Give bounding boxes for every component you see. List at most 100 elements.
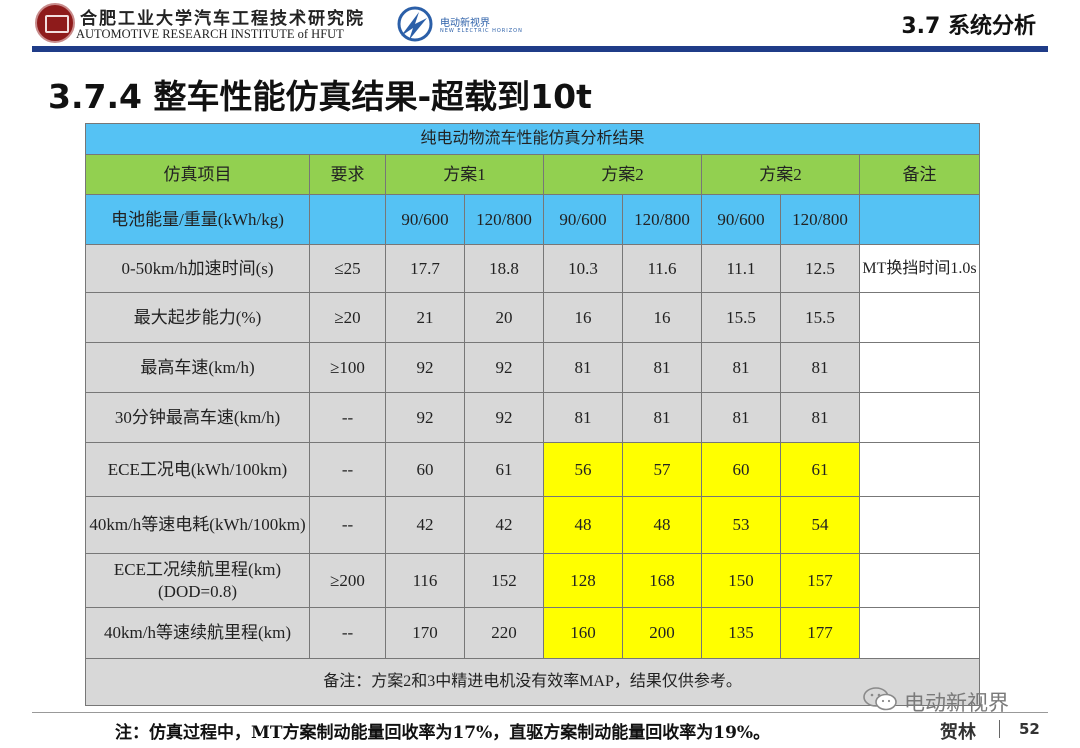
row-value-highlight: 56 (543, 442, 623, 497)
row-value: 81 (543, 392, 623, 443)
page-number: 52 (1019, 720, 1040, 738)
row-value: 18.8 (464, 244, 544, 293)
row-requirement: -- (309, 496, 386, 554)
header-plan-1: 方案1 (385, 154, 544, 195)
row-note (858, 442, 981, 497)
row-value: 15.5 (701, 292, 781, 343)
row-value: 170 (385, 607, 465, 659)
header-item: 仿真项目 (85, 154, 310, 195)
table-footer-row: 备注：方案2和3中精进电机没有效率MAP，结果仅供参考。 (84, 658, 981, 706)
header-note: 备注 (858, 154, 981, 195)
row-value: 81 (780, 392, 860, 443)
row-value: 20 (464, 292, 544, 343)
row-value: 42 (385, 496, 465, 554)
header-divider (32, 46, 1048, 52)
row-value-highlight: 48 (543, 496, 623, 554)
results-table: 纯电动物流车性能仿真分析结果 仿真项目 要求 方案1 方案2 方案2 备注 电池… (84, 123, 981, 706)
row-value: 16 (543, 292, 623, 343)
battery-value: 90/600 (385, 194, 465, 245)
row-value: 11.6 (622, 244, 702, 293)
row-value: 81 (701, 342, 781, 393)
row-value: 81 (701, 392, 781, 443)
row-value-highlight: 160 (543, 607, 623, 659)
row-value-highlight: 168 (622, 553, 702, 608)
table-title: 纯电动物流车性能仿真分析结果 (84, 123, 981, 155)
row-value: 81 (622, 392, 702, 443)
row-item: 40km/h等速续航里程(km) (85, 607, 310, 659)
table-row: 30分钟最高车速(km/h) -- 92 92 81 81 81 81 (85, 392, 981, 443)
row-item: ECE工况续航里程(km)(DOD=0.8) (85, 553, 310, 608)
row-requirement: ≥100 (309, 342, 386, 393)
footer-separator (999, 720, 1000, 738)
row-note (858, 607, 981, 659)
slide-title: 3.7.4 整车性能仿真结果-超载到10t (48, 77, 592, 116)
row-value-highlight: 61 (780, 442, 860, 497)
brand-name-cn: 电动新视界 (440, 18, 490, 29)
battery-value: 120/800 (780, 194, 860, 245)
row-requirement: ≥20 (309, 292, 386, 343)
row-value-highlight: 53 (701, 496, 781, 554)
university-logo (35, 3, 75, 43)
slide-header: 合肥工业大学汽车工程技术研究院 AUTOMOTIVE RESEARCH INST… (0, 0, 1080, 52)
table-row: ECE工况电(kWh/100km) -- 60 61 56 57 60 61 (85, 442, 981, 497)
row-value: 42 (464, 496, 544, 554)
header-requirement: 要求 (309, 154, 386, 195)
row-value: 10.3 (543, 244, 623, 293)
table-title-row: 纯电动物流车性能仿真分析结果 (84, 123, 981, 155)
row-item: 40km/h等速电耗(kWh/100km) (85, 496, 310, 554)
brand-name-en: NEW ELECTRIC HORIZON (440, 28, 523, 34)
row-value-highlight: 150 (701, 553, 781, 608)
row-value: 81 (543, 342, 623, 393)
footnote: 注：仿真过程中，MT方案制动能量回收率为17%，直驱方案制动能量回收率为19%。 (115, 723, 771, 743)
table-row: ECE工况续航里程(km)(DOD=0.8) ≥200 116 152 128 … (85, 553, 981, 608)
row-note (858, 342, 981, 393)
row-value: 116 (385, 553, 465, 608)
battery-note (858, 194, 981, 245)
row-value-highlight: 177 (780, 607, 860, 659)
row-value-highlight: 48 (622, 496, 702, 554)
table-footer-note: 备注：方案2和3中精进电机没有效率MAP，结果仅供参考。 (84, 658, 981, 706)
row-item: ECE工况电(kWh/100km) (85, 442, 310, 497)
section-title: 3.7 系统分析 (901, 14, 1036, 39)
institute-name-en: AUTOMOTIVE RESEARCH INSTITUTE of HFUT (76, 27, 344, 41)
battery-req (309, 194, 386, 245)
row-value: 152 (464, 553, 544, 608)
row-value-highlight: 60 (701, 442, 781, 497)
row-value-highlight: 200 (622, 607, 702, 659)
row-note (858, 392, 981, 443)
watermark: 电动新视界 (862, 684, 1052, 715)
wechat-icon (863, 687, 897, 711)
row-value: 92 (385, 392, 465, 443)
watermark-text: 电动新视界 (904, 691, 1009, 715)
row-value: 92 (464, 342, 544, 393)
row-value: 92 (464, 392, 544, 443)
institute-name-cn: 合肥工业大学汽车工程技术研究院 (80, 9, 365, 29)
row-requirement: -- (309, 392, 386, 443)
row-value: 21 (385, 292, 465, 343)
row-value: 92 (385, 342, 465, 393)
row-value: 81 (780, 342, 860, 393)
battery-row: 电池能量/重量(kWh/kg) 90/600 120/800 90/600 12… (85, 194, 981, 245)
row-value: 17.7 (385, 244, 465, 293)
row-value-highlight: 54 (780, 496, 860, 554)
row-value: 12.5 (780, 244, 860, 293)
row-value-highlight: 135 (701, 607, 781, 659)
row-item: 最高车速(km/h) (85, 342, 310, 393)
battery-label: 电池能量/重量(kWh/kg) (85, 194, 310, 245)
author: 贺林 (940, 722, 976, 743)
battery-value: 90/600 (543, 194, 623, 245)
row-item: 最大起步能力(%) (85, 292, 310, 343)
table-row: 最大起步能力(%) ≥20 21 20 16 16 15.5 15.5 (85, 292, 981, 343)
row-value-highlight: 128 (543, 553, 623, 608)
row-value: 16 (622, 292, 702, 343)
battery-value: 120/800 (464, 194, 544, 245)
battery-value: 120/800 (622, 194, 702, 245)
brand-logo-icon (397, 6, 433, 42)
row-value: 11.1 (701, 244, 781, 293)
row-item: 0-50km/h加速时间(s) (85, 244, 310, 293)
footer-divider (32, 712, 1048, 713)
table-row: 0-50km/h加速时间(s) ≤25 17.7 18.8 10.3 11.6 … (85, 244, 981, 293)
row-requirement: -- (309, 442, 386, 497)
row-value-highlight: 157 (780, 553, 860, 608)
row-item: 30分钟最高车速(km/h) (85, 392, 310, 443)
